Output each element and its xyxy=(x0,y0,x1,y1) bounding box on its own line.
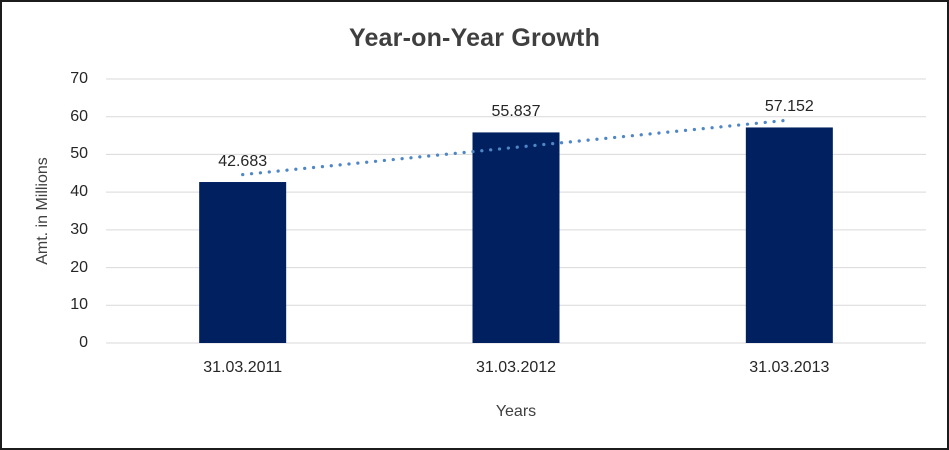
y-tick-label-0: 0 xyxy=(79,334,88,351)
y-tick-label-70: 70 xyxy=(70,70,88,87)
data-label-31.03.2013: 57.152 xyxy=(764,98,814,116)
chart-title: Year-on-Year Growth xyxy=(348,24,601,52)
x-tick-label-31.03.2011: 31.03.2011 xyxy=(203,359,283,376)
bar-31.03.2011 xyxy=(199,182,287,343)
x-axis-title: Years xyxy=(495,403,537,420)
trendline-dotted xyxy=(241,118,791,177)
data-label-31.03.2011: 42.683 xyxy=(218,153,268,171)
y-tick-label-50: 50 xyxy=(70,145,88,163)
y-tick-label-40: 40 xyxy=(70,183,88,201)
x-tick-label-31.03.2012: 31.03.2012 xyxy=(475,359,557,376)
y-tick-label-20: 20 xyxy=(70,258,88,276)
y-tick-label-10: 10 xyxy=(70,296,88,314)
y-tick-label-30: 30 xyxy=(70,220,88,238)
y-tick-label-60: 60 xyxy=(70,107,88,125)
bar-31.03.2013 xyxy=(745,127,833,343)
x-tick-label-31.03.2013: 31.03.2013 xyxy=(749,359,830,376)
data-label-31.03.2012: 55.837 xyxy=(491,103,541,121)
bar-31.03.2012 xyxy=(472,132,560,343)
